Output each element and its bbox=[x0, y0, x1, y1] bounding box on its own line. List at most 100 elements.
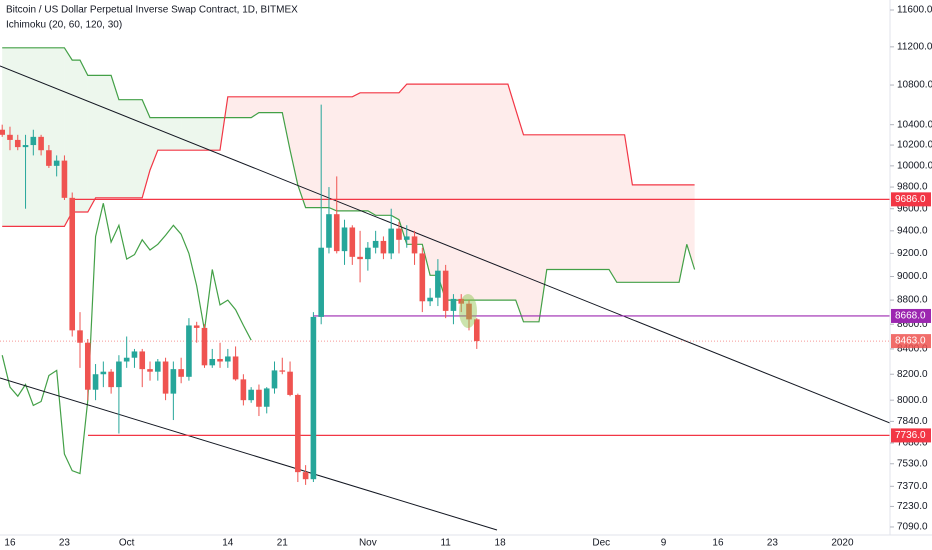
y-tick-label: 9400.0 bbox=[897, 225, 928, 236]
y-tick-label: 9600.0 bbox=[897, 203, 928, 214]
candle-body bbox=[240, 379, 247, 401]
span-a-line bbox=[2, 47, 696, 323]
cloud-fill bbox=[492, 84, 501, 301]
candle-body bbox=[209, 358, 216, 366]
level-layer bbox=[0, 198, 890, 437]
cloud-fill bbox=[274, 96, 283, 113]
trend-line bbox=[0, 377, 498, 531]
candle-body bbox=[333, 214, 340, 252]
price-tag bbox=[891, 192, 931, 207]
candle-body bbox=[427, 297, 433, 302]
cloud-fill bbox=[430, 84, 438, 276]
cloud-fill bbox=[367, 92, 376, 216]
y-tick-label: 10200.0 bbox=[897, 140, 932, 151]
candle-body bbox=[217, 358, 223, 362]
candle-body bbox=[326, 214, 332, 248]
cloud-fill bbox=[398, 84, 407, 245]
candle-body bbox=[38, 136, 44, 151]
candle-body bbox=[61, 160, 68, 198]
candle-body bbox=[341, 227, 348, 252]
cloud-fill bbox=[601, 134, 610, 270]
candle-body bbox=[139, 351, 146, 370]
cloud-fill bbox=[118, 99, 127, 198]
cloud-fill bbox=[282, 96, 291, 151]
y-tick-label: 7370.0 bbox=[897, 481, 928, 492]
cloud-fill bbox=[9, 47, 18, 227]
price-tag-label: 9686.0 bbox=[895, 194, 926, 205]
candle-body bbox=[155, 361, 161, 372]
y-tick-label: 7090.0 bbox=[897, 522, 928, 533]
cloud-fill bbox=[469, 84, 477, 301]
cloud-fill bbox=[453, 84, 462, 301]
candle-body bbox=[108, 371, 114, 388]
cloud-fill bbox=[157, 117, 166, 151]
candle-body bbox=[442, 270, 449, 311]
x-tick-label: 23 bbox=[767, 538, 779, 549]
cloud-fill bbox=[181, 117, 189, 151]
cloud-fill bbox=[539, 134, 547, 322]
cloud-fill bbox=[126, 99, 135, 198]
cloud-fill bbox=[585, 134, 594, 270]
cloud-fill bbox=[328, 96, 337, 211]
x-tick-label: 9 bbox=[661, 538, 667, 549]
candle-body bbox=[349, 227, 356, 257]
candle-body bbox=[100, 371, 107, 375]
x-tick-label: 23 bbox=[59, 538, 71, 549]
cloud-fill bbox=[243, 96, 252, 118]
cloud-fill bbox=[383, 92, 392, 216]
cloud-fill bbox=[554, 134, 563, 270]
candle-body bbox=[403, 236, 410, 240]
x-tick-label: Dec bbox=[592, 538, 610, 549]
cloud-fill bbox=[80, 60, 88, 213]
candle-body bbox=[302, 472, 309, 480]
cloud-fill bbox=[640, 184, 648, 283]
cloud-fill bbox=[686, 184, 695, 270]
candle-body bbox=[116, 361, 122, 388]
cloud-fill bbox=[56, 47, 65, 227]
cloud-fill bbox=[577, 134, 586, 270]
price-tag-label: 8668.0 bbox=[895, 311, 926, 322]
candle-body bbox=[7, 134, 13, 140]
candle-body bbox=[186, 325, 192, 377]
candle-body bbox=[396, 228, 402, 240]
cloud-fill bbox=[515, 109, 524, 322]
candle-body bbox=[419, 253, 426, 302]
y-tick-label: 9000.0 bbox=[897, 271, 928, 282]
candle-body bbox=[14, 139, 21, 148]
candle-body bbox=[92, 374, 99, 390]
cloud-fill bbox=[484, 84, 493, 301]
candle-body bbox=[310, 316, 317, 480]
cloud-fill bbox=[570, 134, 578, 270]
candle-body bbox=[162, 361, 169, 394]
cloud-fill bbox=[188, 117, 197, 151]
lagging-line bbox=[1, 203, 252, 475]
cloud-fill bbox=[41, 47, 49, 227]
candle-body bbox=[232, 356, 239, 380]
candle-body bbox=[411, 236, 418, 254]
cloud-fill bbox=[111, 75, 119, 198]
cloud-fill bbox=[523, 134, 532, 322]
candle-body bbox=[380, 240, 387, 254]
cloud-fill bbox=[461, 84, 469, 301]
cloud-fill bbox=[212, 117, 221, 151]
x-tick-label: 16 bbox=[4, 538, 16, 549]
cloud-fill bbox=[290, 96, 298, 185]
candle-body bbox=[131, 351, 138, 358]
cloud-fill bbox=[72, 60, 80, 213]
y-tick-label: 8000.0 bbox=[897, 395, 928, 406]
cloud-fill bbox=[679, 184, 687, 283]
cloud-fill bbox=[593, 134, 602, 270]
axis-layer: 11600.0 11200.0 10800.0 10400.0 10200.0 10000… bbox=[4, 5, 932, 549]
indicator-label: Ichimoku (20, 60, 120, 30) bbox=[6, 20, 122, 31]
y-tick-label: 11600.0 bbox=[897, 5, 932, 16]
cloud-fill bbox=[671, 184, 680, 283]
candle-body bbox=[248, 389, 254, 401]
cloud-fill bbox=[48, 47, 57, 227]
cloud-fill bbox=[406, 84, 415, 245]
cloud-fill bbox=[227, 96, 236, 118]
cloud-fill bbox=[632, 184, 641, 283]
cloud-fill bbox=[87, 75, 96, 213]
